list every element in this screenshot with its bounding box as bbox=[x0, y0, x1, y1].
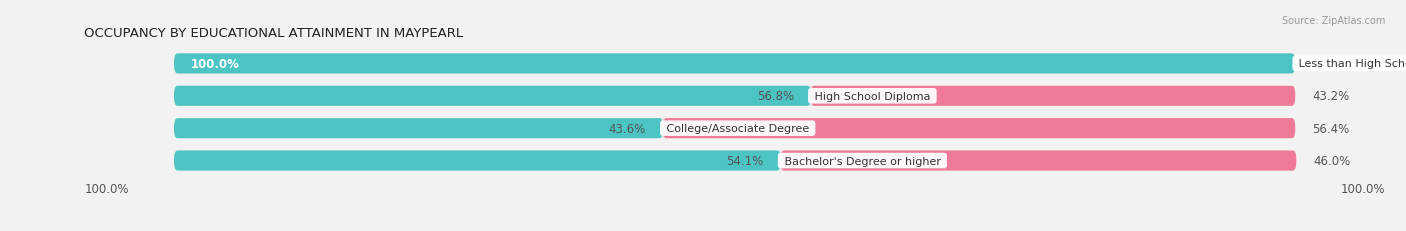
Text: 100.0%: 100.0% bbox=[84, 182, 129, 195]
Text: 56.4%: 56.4% bbox=[1312, 122, 1350, 135]
Text: Less than High School: Less than High School bbox=[1295, 59, 1406, 69]
FancyBboxPatch shape bbox=[174, 151, 1295, 171]
Text: OCCUPANCY BY EDUCATIONAL ATTAINMENT IN MAYPEARL: OCCUPANCY BY EDUCATIONAL ATTAINMENT IN M… bbox=[84, 27, 464, 40]
FancyBboxPatch shape bbox=[174, 119, 1295, 139]
Text: 54.1%: 54.1% bbox=[727, 154, 763, 167]
Text: Bachelor's Degree or higher: Bachelor's Degree or higher bbox=[780, 156, 943, 166]
FancyBboxPatch shape bbox=[662, 119, 1295, 139]
Text: 100.0%: 100.0% bbox=[1340, 182, 1385, 195]
FancyBboxPatch shape bbox=[174, 86, 811, 106]
FancyBboxPatch shape bbox=[174, 151, 780, 171]
FancyBboxPatch shape bbox=[174, 86, 1295, 106]
Text: 43.6%: 43.6% bbox=[609, 122, 647, 135]
Text: 0.0%: 0.0% bbox=[1312, 58, 1341, 71]
Text: 100.0%: 100.0% bbox=[191, 58, 240, 71]
FancyBboxPatch shape bbox=[780, 151, 1296, 171]
FancyBboxPatch shape bbox=[174, 54, 1295, 74]
Text: 43.2%: 43.2% bbox=[1312, 90, 1350, 103]
FancyBboxPatch shape bbox=[174, 119, 662, 139]
Text: 46.0%: 46.0% bbox=[1313, 154, 1350, 167]
Text: High School Diploma: High School Diploma bbox=[811, 91, 934, 101]
FancyBboxPatch shape bbox=[174, 54, 1295, 74]
Text: College/Associate Degree: College/Associate Degree bbox=[662, 124, 813, 134]
Text: Source: ZipAtlas.com: Source: ZipAtlas.com bbox=[1281, 16, 1385, 26]
FancyBboxPatch shape bbox=[811, 86, 1295, 106]
Text: 56.8%: 56.8% bbox=[756, 90, 794, 103]
